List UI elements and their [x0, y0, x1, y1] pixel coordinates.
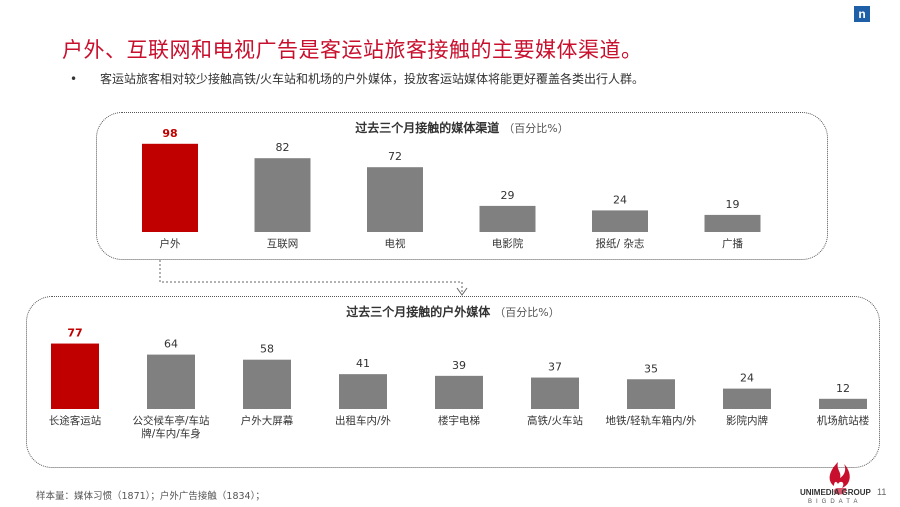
media-channel-value-label: 24 [613, 193, 627, 206]
outdoor-media-category-label: 户外大屏幕 [241, 414, 294, 427]
media-channel-value-label: 29 [501, 189, 515, 202]
outdoor-media-value-label: 58 [260, 343, 274, 356]
sample-size-footnote: 样本量：媒体习惯（1871）；户外广告接触（1834）； [36, 491, 265, 502]
media-channel-value-label: 19 [726, 198, 740, 211]
outdoor-media-category-label: 影院内牌 [726, 414, 768, 427]
outdoor-media-category-label: 牌/车内/车身 [141, 427, 201, 440]
outdoor-media-value-label: 39 [452, 359, 466, 372]
media-channel-category-label: 报纸/ 杂志 [596, 237, 645, 250]
media-channel-bar [592, 210, 648, 232]
media-channels-title-text: 过去三个月接触的媒体渠道 [355, 121, 500, 135]
outdoor-media-bar [147, 354, 195, 409]
outdoor-media-bar [819, 398, 867, 409]
brand-corner-icon: n [854, 6, 870, 22]
outdoor-media-bar [339, 374, 387, 409]
media-channel-value-label: 98 [162, 127, 177, 140]
outdoor-media-bar [531, 377, 579, 409]
outdoor-media-bar [51, 343, 99, 409]
outdoor-media-value-label: 77 [67, 327, 82, 340]
outdoor-media-value-label: 41 [356, 357, 370, 370]
outdoor-media-value-label: 37 [548, 361, 562, 374]
media-channel-bar [479, 205, 536, 232]
outdoor-media-value-label: 12 [836, 382, 850, 395]
outdoor-media-category-label: 高铁/火车站 [527, 414, 584, 427]
media-channel-value-label: 82 [276, 141, 290, 154]
outdoor-media-bar [723, 388, 771, 409]
outdoor-media-category-label: 机场航站楼 [817, 414, 870, 427]
media-channel-category-label: 电影院 [492, 237, 524, 250]
media-channel-category-label: 互联网 [267, 238, 299, 250]
outdoor-media-value-label: 64 [164, 338, 178, 351]
media-channel-category-label: 户外 [160, 237, 181, 250]
media-channel-bar [142, 143, 198, 232]
bullet-point: • 客运站旅客相对较少接触高铁/火车站和机场的户外媒体，投放客运站媒体将能更好覆盖… [70, 70, 644, 87]
outdoor-media-bar [435, 375, 483, 409]
outdoor-media-value-label: 24 [740, 372, 754, 385]
media-channel-category-label: 广播 [722, 237, 743, 250]
media-channel-bar [254, 158, 311, 232]
unimedia-flame-logo [829, 462, 850, 495]
outdoor-media-title-text: 过去三个月接触的户外媒体 [346, 305, 491, 319]
media-channels-unit: （百分比%） [503, 122, 569, 135]
bullet-text: 客运站旅客相对较少接触高铁/火车站和机场的户外媒体，投放客运站媒体将能更好覆盖各… [100, 72, 645, 86]
media-channel-value-label: 72 [388, 150, 402, 163]
media-channels-title: 过去三个月接触的媒体渠道 （百分比%） [97, 119, 827, 136]
logo-sub: BIGDATA [808, 499, 862, 505]
media-channels-panel: 过去三个月接触的媒体渠道 （百分比%） [96, 112, 828, 260]
outdoor-media-category-label: 出租车内/外 [335, 414, 392, 427]
outdoor-media-category-label: 地铁/轻轨车箱内/外 [605, 414, 697, 427]
logo-name: UNIMEDIA GROUP [800, 488, 871, 497]
outdoor-media-category-label: 长途客运站 [49, 414, 102, 427]
outdoor-media-panel: 过去三个月接触的户外媒体 （百分比%） [26, 296, 880, 468]
bullet-marker: • [70, 72, 78, 86]
page-number: 11 [877, 487, 887, 497]
outdoor-media-title: 过去三个月接触的户外媒体 （百分比%） [27, 303, 879, 320]
outdoor-media-unit: （百分比%） [494, 306, 560, 319]
outdoor-media-category-label: 楼宇电梯 [438, 414, 480, 427]
page-title: 户外、互联网和电视广告是客运站旅客接触的主要媒体渠道。 [62, 38, 643, 62]
outdoor-media-value-label: 35 [644, 362, 658, 375]
media-channel-bar [367, 167, 423, 232]
media-channel-bar [704, 214, 761, 232]
outdoor-media-bar [627, 379, 675, 409]
outdoor-media-bar [243, 359, 291, 409]
media-channel-category-label: 电视 [385, 237, 406, 250]
outdoor-media-category-label: 公交候车亭/车站 [132, 414, 210, 427]
